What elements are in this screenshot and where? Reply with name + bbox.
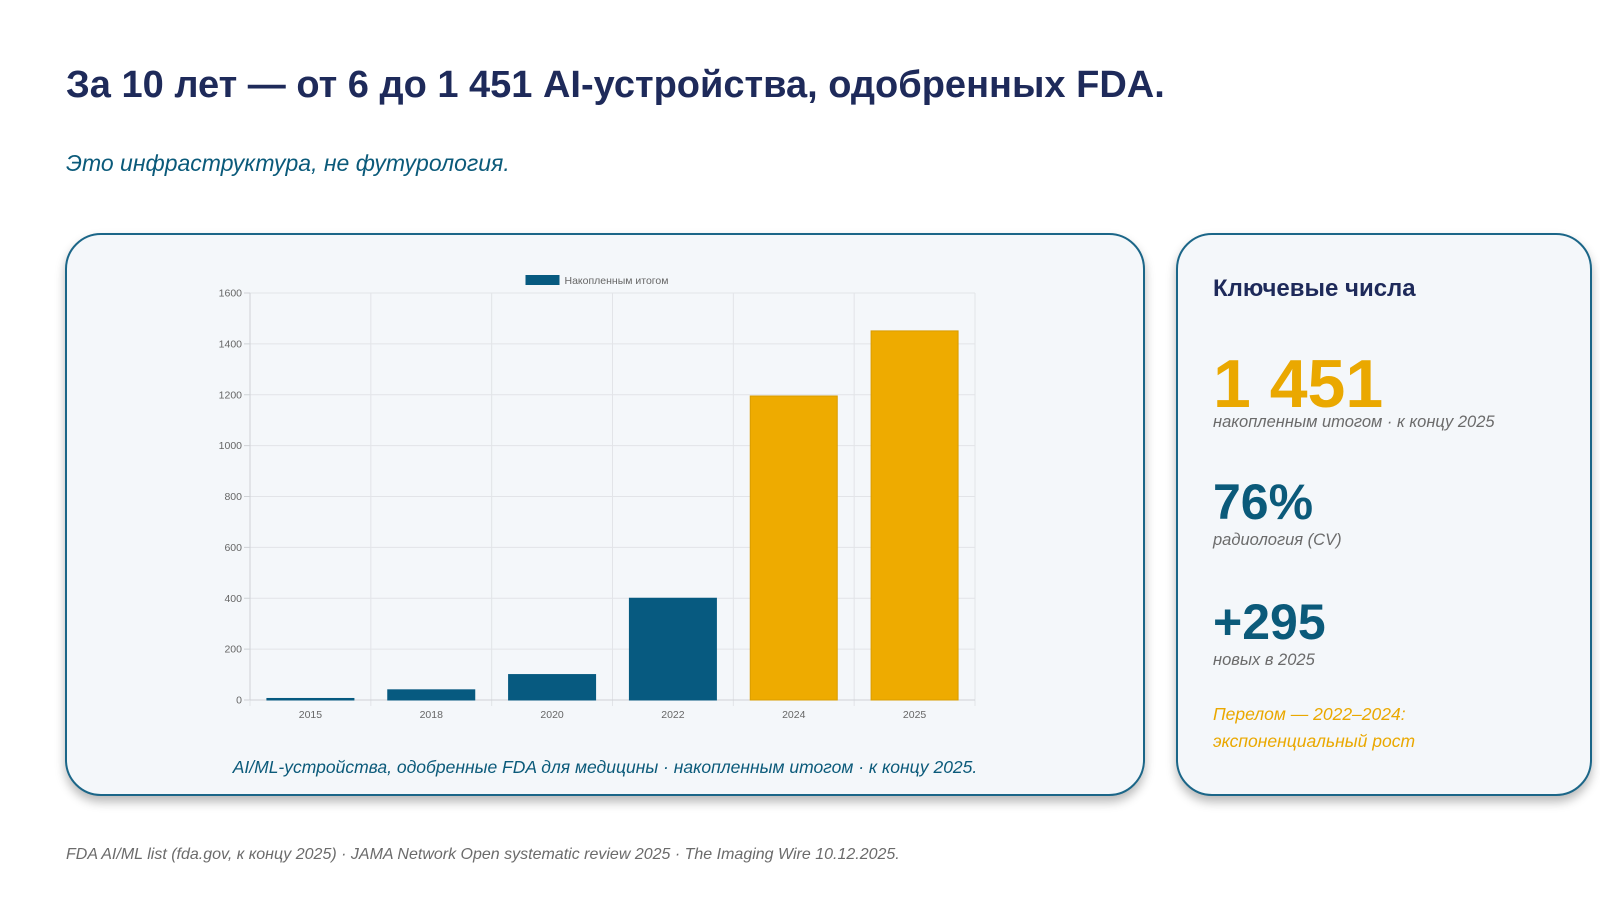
bar-2022 <box>628 597 717 701</box>
source-footer: FDA AI/ML list (fda.gov, к концу 2025) ·… <box>66 846 900 863</box>
legend-label: Накопленным итогом <box>565 275 669 287</box>
stat-radiology-value: 76% <box>1213 474 1314 530</box>
legend-swatch <box>525 275 560 285</box>
stat-total: 1 451 накопленным итогом · к концу 2025 <box>1213 350 1495 432</box>
stats-card: Ключевые числа 1 451 накопленным итогом … <box>1176 233 1592 796</box>
stat-new-value: +295 <box>1213 594 1326 650</box>
chart-caption: AI/ML-устройства, одобренные FDA для мед… <box>232 757 978 777</box>
y-tick-label: 600 <box>224 542 242 554</box>
bar-2018 <box>387 689 476 701</box>
x-tick-label: 2018 <box>420 709 444 721</box>
page-title: За 10 лет — от 6 до 1 451 AI-устройства,… <box>66 64 1165 106</box>
bar-chart: 0 200 400 600 800 1000 1200 1400 1600 2015 2018 202… <box>219 275 976 721</box>
y-tick-label: 400 <box>224 593 242 605</box>
bar-2024 <box>749 395 838 701</box>
stats-heading: Ключевые числа <box>1213 275 1416 302</box>
bar-2015 <box>266 697 355 701</box>
y-tick-label: 1200 <box>219 389 243 401</box>
stat-total-label: накопленным итогом · к концу 2025 <box>1213 413 1495 431</box>
stat-new-label: новых в 2025 <box>1213 651 1315 669</box>
x-tick-label: 2024 <box>782 709 806 721</box>
chart-card: 0 200 400 600 800 1000 1200 1400 1600 2015 2018 202… <box>65 233 1145 796</box>
stat-radiology: 76% радиология (CV) <box>1213 477 1342 550</box>
stat-total-value: 1 451 <box>1213 346 1384 422</box>
y-tick-label: 1000 <box>219 440 243 452</box>
y-tick-label: 1400 <box>219 338 243 350</box>
stat-radiology-label: радиология (CV) <box>1213 531 1342 549</box>
page-subtitle: Это инфраструктура, не футурология. <box>66 150 510 176</box>
bar-2020 <box>508 674 597 701</box>
stats-note: Перелом — 2022–2024: экспоненциальный ро… <box>1213 701 1573 755</box>
y-tick-label: 200 <box>224 644 242 656</box>
y-tick-label: 0 <box>236 695 242 707</box>
x-tick-label: 2025 <box>903 709 927 721</box>
y-tick-label: 800 <box>224 491 242 503</box>
stat-new: +295 новых в 2025 <box>1213 597 1326 670</box>
stats-note-line-1: Перелом — 2022–2024: <box>1213 704 1406 724</box>
stats-note-line-2: экспоненциальный рост <box>1213 731 1416 751</box>
x-tick-label: 2022 <box>661 709 685 721</box>
bar-2025 <box>870 330 959 701</box>
x-tick-label: 2020 <box>540 709 564 721</box>
y-tick-label: 1600 <box>219 288 243 300</box>
x-tick-label: 2015 <box>299 709 323 721</box>
